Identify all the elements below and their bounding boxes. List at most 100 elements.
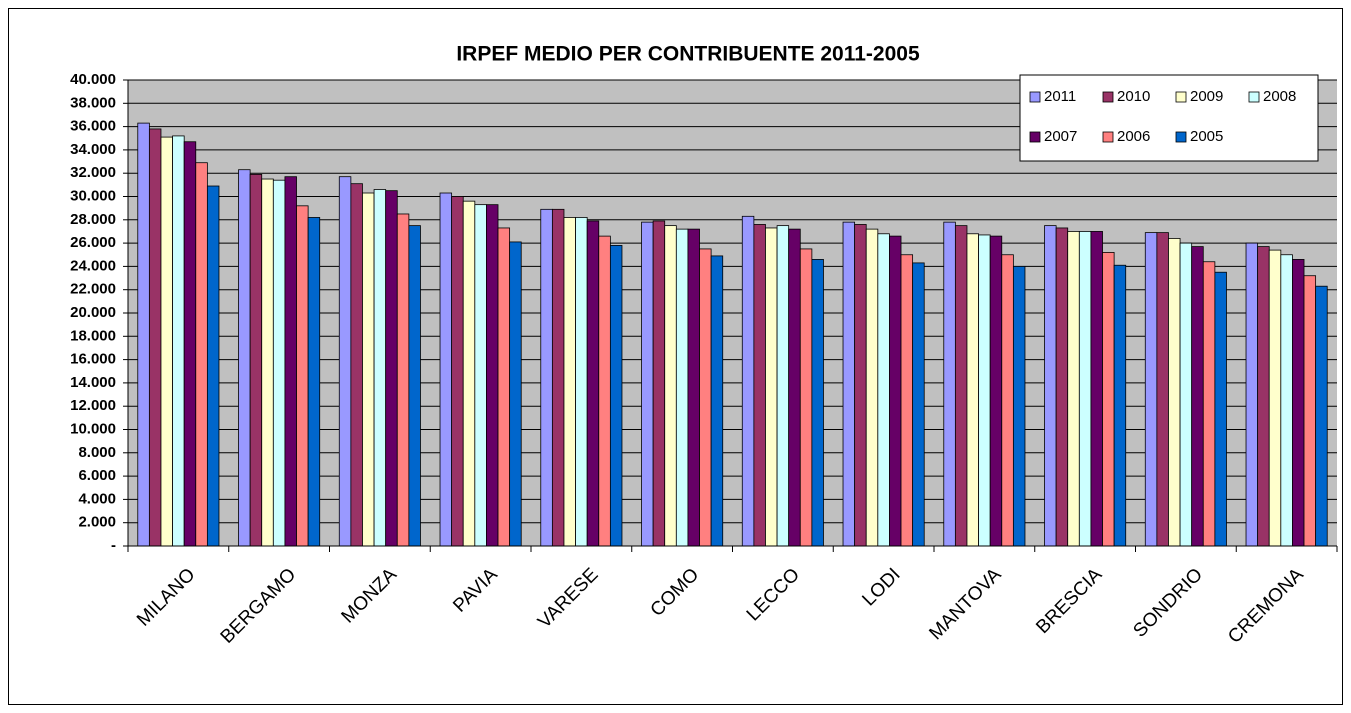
bar — [1067, 231, 1080, 547]
y-tick-label: 26.000 — [70, 234, 116, 251]
bar — [865, 228, 879, 547]
y-tick-label: 4.000 — [78, 490, 116, 507]
bar — [261, 178, 274, 547]
bar — [699, 248, 712, 547]
bar — [664, 225, 677, 547]
y-tick-label: 30.000 — [70, 187, 116, 204]
bar — [765, 227, 778, 547]
bar — [396, 213, 410, 547]
bar — [799, 248, 813, 547]
bar — [551, 208, 565, 547]
bar — [854, 224, 867, 547]
legend-label: 2006 — [1117, 128, 1150, 145]
bar — [172, 135, 185, 547]
bar — [966, 233, 979, 547]
bar — [675, 228, 689, 547]
y-tick-label: 10.000 — [70, 420, 116, 437]
bar — [1292, 259, 1305, 547]
bar — [1202, 261, 1216, 547]
legend-box — [1019, 74, 1319, 162]
bar — [877, 233, 890, 547]
bar — [385, 190, 398, 547]
bar — [687, 228, 700, 547]
bar — [206, 185, 220, 547]
legend-swatch — [1102, 91, 1114, 103]
bar — [1315, 285, 1328, 547]
bar — [586, 220, 600, 547]
bar — [338, 176, 352, 547]
legend-label: 2010 — [1117, 88, 1150, 105]
bar — [462, 200, 476, 547]
legend-label: 2009 — [1190, 88, 1223, 105]
bar — [497, 227, 511, 547]
bar — [989, 235, 1003, 547]
y-tick-label: 36.000 — [70, 118, 116, 135]
bar — [978, 234, 991, 547]
bar — [486, 204, 499, 547]
legend-swatch — [1248, 91, 1260, 103]
bar — [563, 217, 576, 547]
bar — [249, 173, 263, 547]
bar — [195, 162, 208, 547]
bar — [776, 225, 790, 547]
bar — [1090, 231, 1103, 547]
y-tick-label: 6.000 — [78, 467, 116, 484]
legend-swatch — [1029, 131, 1041, 143]
bar — [137, 122, 150, 547]
bar — [350, 183, 363, 547]
bar — [1102, 252, 1115, 547]
bar — [408, 225, 421, 547]
y-tick-label: 20.000 — [70, 304, 116, 321]
bar — [148, 128, 162, 547]
bar — [439, 192, 453, 547]
bar — [1055, 227, 1069, 547]
y-tick-label: 32.000 — [70, 164, 116, 181]
y-tick-label: 24.000 — [70, 257, 116, 274]
bar — [1191, 246, 1204, 547]
y-tick-label: 12.000 — [70, 397, 116, 414]
bar — [1303, 275, 1317, 547]
bar — [373, 189, 387, 547]
legend-label: 2005 — [1190, 128, 1223, 145]
bar — [954, 225, 968, 547]
y-tick-label: 28.000 — [70, 211, 116, 228]
bar — [1214, 271, 1227, 547]
y-tick-label: 38.000 — [70, 94, 116, 111]
bar — [509, 241, 522, 547]
bar — [609, 245, 623, 547]
chart-title: IRPEF MEDIO PER CONTRIBUENTE 2011-2005 — [456, 43, 920, 66]
legend-swatch — [1029, 91, 1041, 103]
bar — [1012, 265, 1026, 547]
y-tick-label: 40.000 — [70, 71, 116, 88]
bar — [307, 217, 321, 547]
bar — [238, 169, 251, 547]
bar — [296, 205, 309, 547]
legend-label: 2007 — [1044, 128, 1077, 145]
y-tick-label: 22.000 — [70, 281, 116, 298]
bar — [788, 228, 801, 547]
bar — [641, 221, 654, 547]
bar — [753, 224, 766, 547]
bar — [1257, 246, 1270, 547]
bar — [1179, 242, 1193, 547]
y-tick-label: 34.000 — [70, 141, 116, 158]
bar — [451, 196, 464, 547]
y-tick-label: 18.000 — [70, 327, 116, 344]
bar — [284, 176, 297, 547]
y-tick-label: 14.000 — [70, 374, 116, 391]
bar — [1245, 242, 1259, 547]
legend-swatch — [1102, 131, 1114, 143]
y-tick-label: 2.000 — [78, 514, 116, 531]
bar — [900, 254, 914, 547]
bar — [943, 221, 956, 547]
y-tick-label: 16.000 — [70, 351, 116, 368]
bar — [1113, 264, 1127, 547]
y-tick-label: 8.000 — [78, 444, 116, 461]
legend-swatch — [1175, 131, 1187, 143]
bar — [575, 217, 588, 547]
bar — [811, 259, 824, 547]
legend-label: 2008 — [1263, 88, 1296, 105]
bar — [1168, 238, 1181, 547]
bar — [652, 220, 666, 547]
